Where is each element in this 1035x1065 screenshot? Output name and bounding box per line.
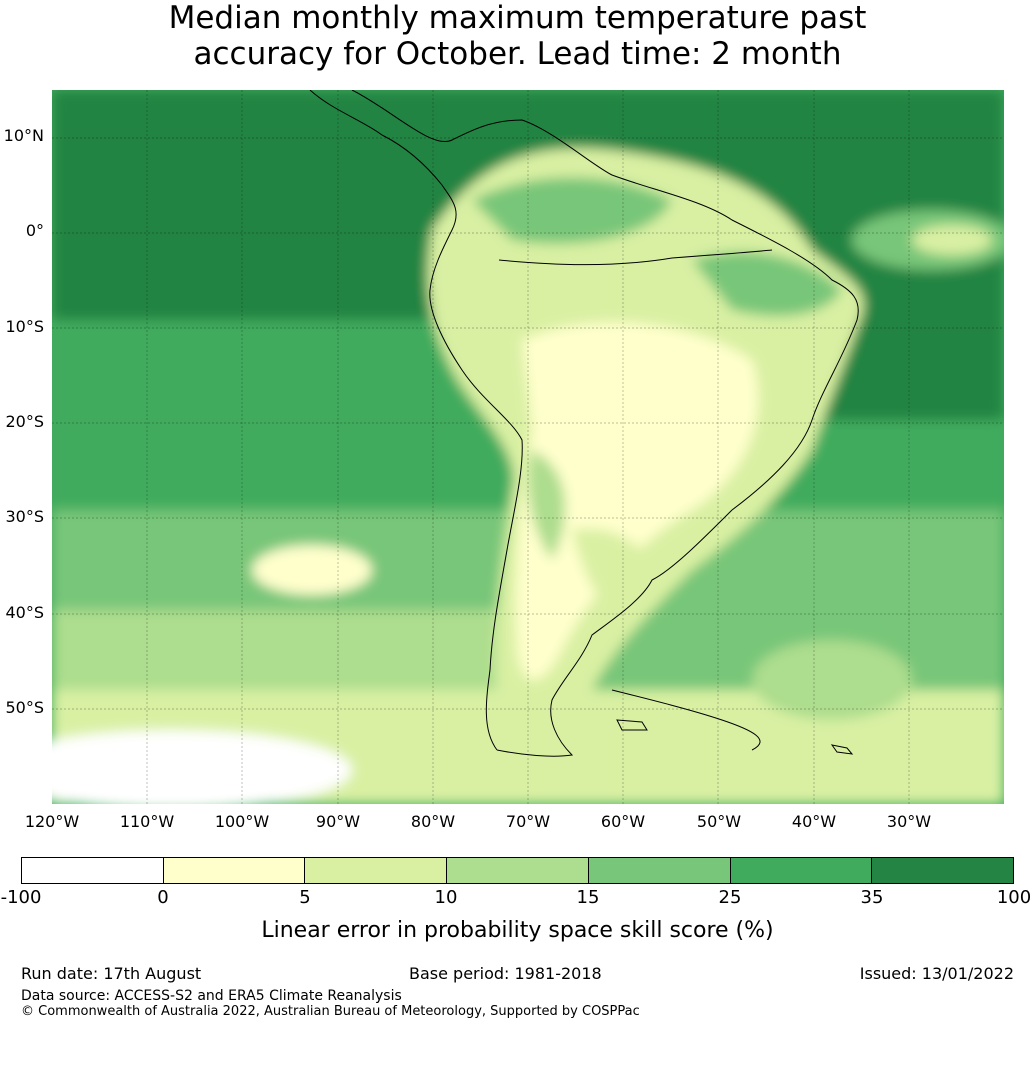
lon-label-120w: 120°W (24, 812, 80, 831)
map-canvas (52, 90, 1004, 804)
colorbar-segment (163, 858, 306, 883)
skill-map (52, 90, 1004, 804)
base-period: Base period: 1981-2018 (409, 964, 602, 983)
lon-label-30w: 30°W (886, 812, 932, 831)
run-date: Run date: 17th August (21, 964, 202, 983)
colorbar-tick: 35 (860, 887, 884, 908)
lat-label-0: 0° (25, 221, 44, 240)
colorbar-tick: 5 (299, 887, 311, 908)
colorbar (21, 857, 1014, 884)
colorbar-tick: 15 (576, 887, 600, 908)
graticule (52, 90, 1004, 804)
lat-label-20s: 20°S (5, 412, 44, 431)
title-line-2: accuracy for October. Lead time: 2 month (193, 36, 842, 72)
colorbar-segment (22, 858, 164, 883)
lon-label-80w: 80°W (410, 812, 456, 831)
lat-label-30s: 30°S (5, 507, 44, 526)
colorbar-tick: 100 (996, 887, 1032, 908)
chart-title: Median monthly maximum temperature past … (0, 0, 1035, 72)
title-line-1: Median monthly maximum temperature past (168, 0, 867, 36)
colorbar-segment (588, 858, 731, 883)
lat-label-50s: 50°S (5, 698, 44, 717)
lon-label-90w: 90°W (315, 812, 361, 831)
colorbar-tick: 25 (718, 887, 742, 908)
issued-date: Issued: 13/01/2022 (859, 964, 1014, 983)
lat-label-10n: 10°N (3, 126, 44, 145)
colorbar-segment (872, 858, 1014, 883)
lon-label-110w: 110°W (119, 812, 175, 831)
colorbar-tick: -100 (0, 887, 42, 908)
skill-field (52, 90, 1004, 804)
lat-label-10s: 10°S (5, 317, 44, 336)
copyright: © Commonwealth of Australia 2022, Austra… (21, 1004, 640, 1019)
lon-label-70w: 70°W (505, 812, 551, 831)
coastline (309, 90, 859, 757)
colorbar-tick: 10 (434, 887, 458, 908)
data-source: Data source: ACCESS-S2 and ERA5 Climate … (21, 988, 402, 1004)
lon-label-100w: 100°W (214, 812, 270, 831)
colorbar-label: Linear error in probability space skill … (261, 918, 774, 943)
lat-label-40s: 40°S (5, 603, 44, 622)
colorbar-segment (447, 858, 589, 883)
colorbar-tick: 0 (157, 887, 169, 908)
lon-label-40w: 40°W (791, 812, 837, 831)
colorbar-segment (730, 858, 873, 883)
lon-label-50w: 50°W (696, 812, 742, 831)
colorbar-segment (305, 858, 448, 883)
lon-label-60w: 60°W (600, 812, 646, 831)
